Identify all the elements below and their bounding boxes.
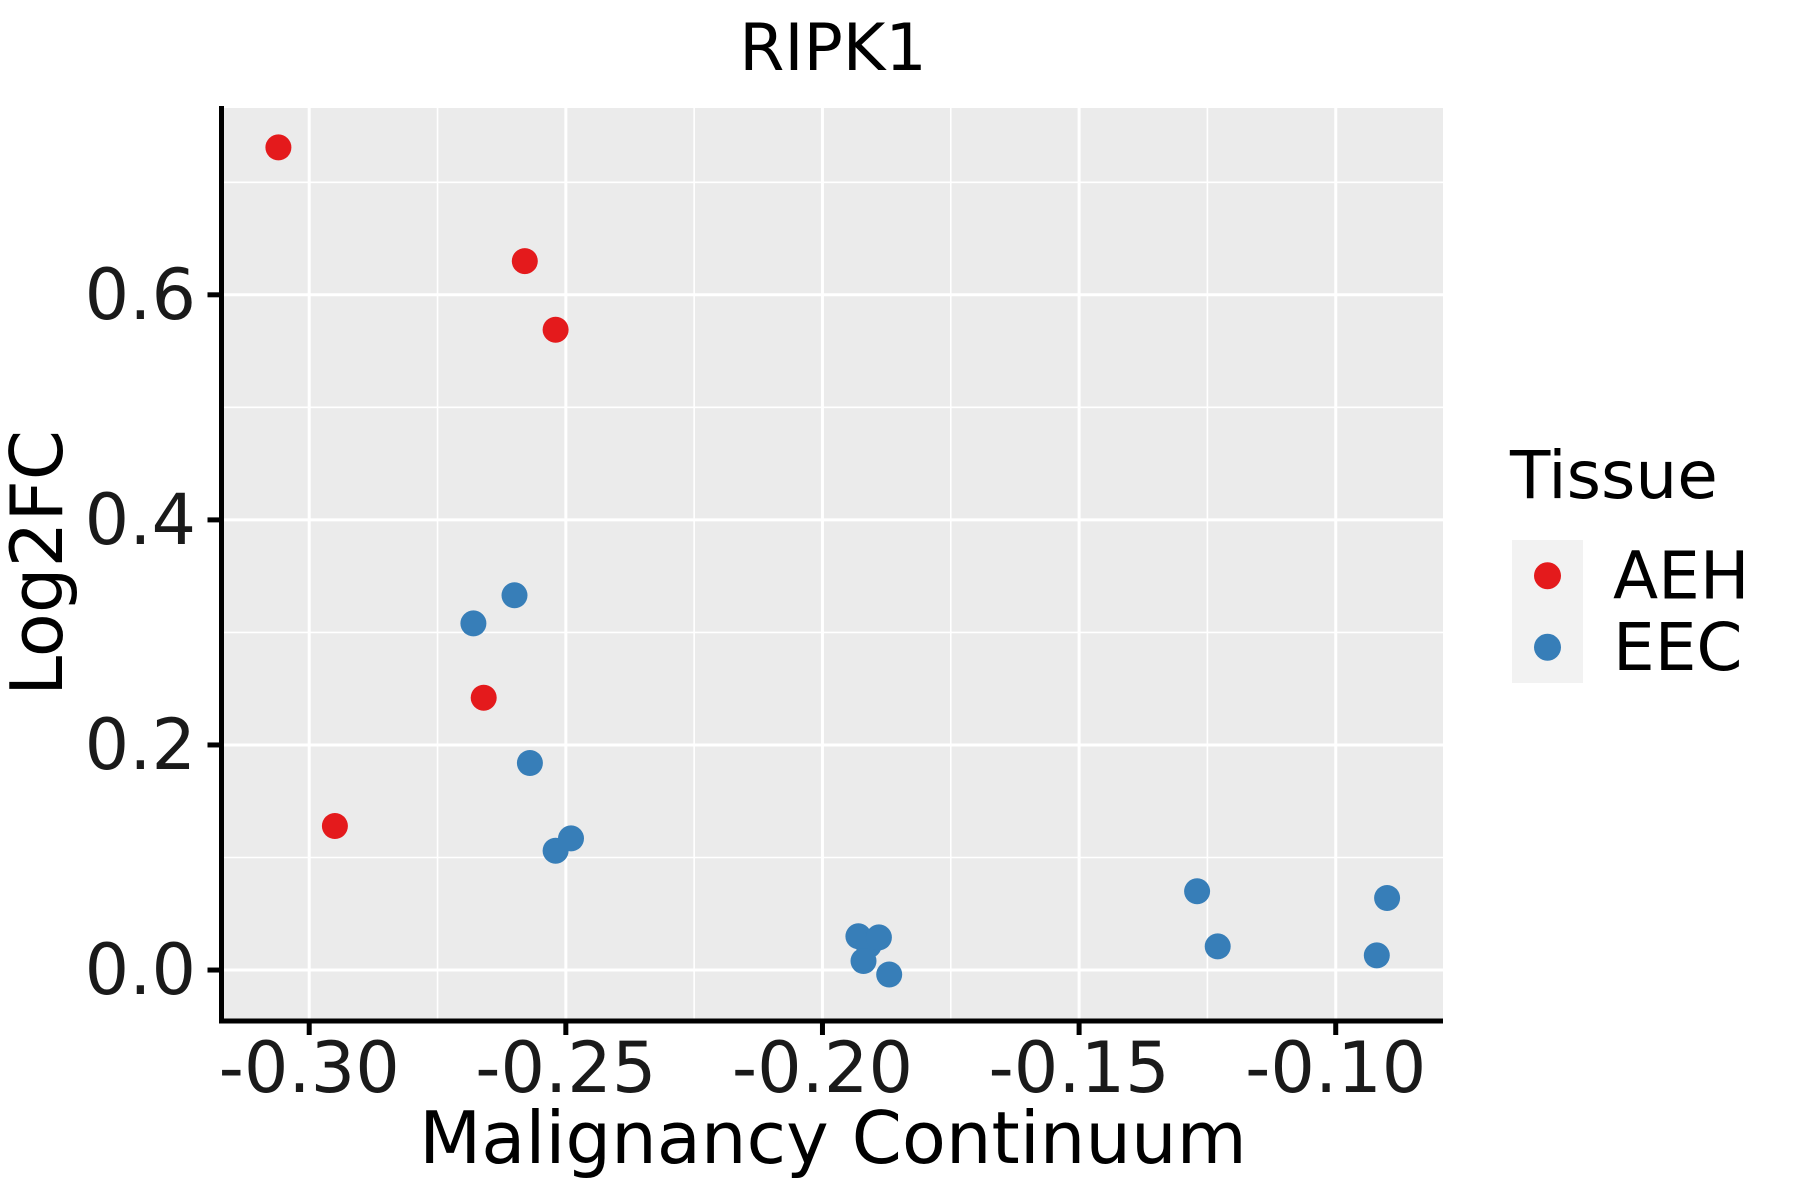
data-point-aeh	[321, 813, 348, 839]
y-tick-label: 0.4	[85, 479, 196, 561]
legend-label-eec: EEC	[1613, 609, 1743, 686]
data-point-eec	[501, 582, 528, 609]
legend-key-dot-eec	[1534, 633, 1561, 661]
legend-title: Tissue	[1509, 437, 1718, 514]
y-tick-label: 0.2	[85, 704, 196, 786]
data-point-eec	[1184, 878, 1211, 905]
data-point-eec	[1374, 885, 1401, 911]
y-axis-title: Log2FC	[0, 430, 79, 696]
data-point-aeh	[470, 684, 497, 711]
x-tick-label: -0.20	[732, 1027, 913, 1109]
legend-label-aeh: AEH	[1613, 537, 1749, 614]
grid-minor-lines	[224, 108, 1443, 1020]
y-tick-label: 0.6	[85, 254, 196, 336]
plot-panel	[224, 108, 1443, 1020]
x-tick-label: -0.25	[475, 1027, 656, 1109]
data-point-eec	[460, 610, 487, 637]
data-point-eec	[876, 961, 903, 988]
data-point-eec	[558, 825, 584, 852]
x-axis-title: Malignancy Continuum	[419, 1096, 1247, 1180]
x-tick-label: -0.15	[989, 1027, 1170, 1109]
x-tick-label: -0.10	[1245, 1027, 1426, 1109]
grid-major-lines	[224, 108, 1443, 1020]
legend-key-dot-aeh	[1534, 562, 1561, 590]
data-point-aeh	[265, 134, 292, 161]
data-points	[265, 134, 1401, 988]
data-point-eec	[1204, 933, 1231, 960]
data-point-aeh	[511, 248, 538, 275]
plot-title: RIPK1	[739, 11, 927, 86]
y-axis-ticks: 0.0 0.2 0.4 0.6	[85, 254, 219, 1011]
data-point-eec	[516, 750, 543, 776]
data-point-aeh	[542, 316, 569, 343]
y-tick-label: 0.0	[85, 929, 196, 1011]
data-point-eec	[850, 948, 877, 974]
x-axis-ticks: -0.30 -0.25 -0.20 -0.15 -0.10	[219, 1023, 1426, 1109]
data-point-eec	[865, 924, 892, 951]
data-point-eec	[1363, 942, 1390, 969]
x-tick-label: -0.30	[219, 1027, 400, 1109]
